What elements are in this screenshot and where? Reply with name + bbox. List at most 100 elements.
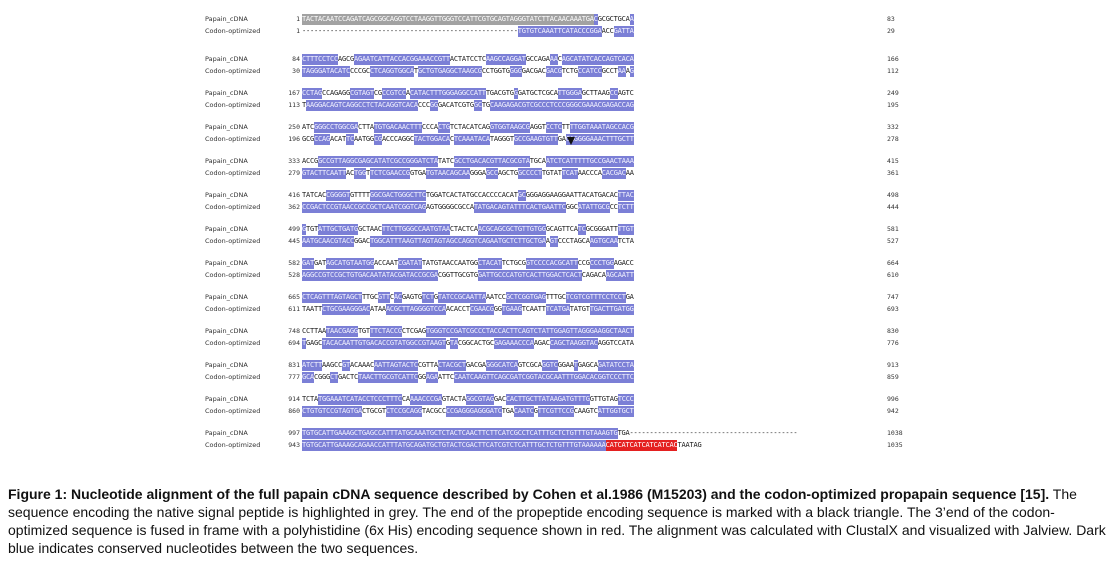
sequence-segment: CCTTAA — [302, 327, 326, 335]
cdna-row: Papain_cDNA 84 CTTTCCTCCAGCGAGAATCATTACCAC… — [205, 54, 905, 65]
sequence-segment: AGTCA — [605, 54, 626, 65]
sequence-segment: ATGG — [357, 258, 374, 269]
sequence-segment: GC — [497, 224, 506, 235]
sequence-segment: AGCT — [345, 292, 362, 303]
sequence-segment: CTTC — [409, 190, 426, 201]
sequence-segment: CGCGA — [417, 270, 438, 281]
sequence-segment: CTCA — [461, 225, 478, 233]
sequence-segment: TT — [537, 406, 546, 417]
sequence-segment: CCCTC — [537, 100, 558, 111]
sequence-segment: CACTGC — [469, 339, 494, 347]
sequence-segment: CGATAT — [397, 258, 422, 269]
sequence-segment: TCTA — [302, 395, 318, 403]
sequence-segment: G — [513, 134, 518, 145]
sequence-segment: AGAC — [533, 339, 550, 347]
alignment-figure: Papain_cDNA 1 TACTACAATCCAGATCAGCGGCAGGTCC… — [205, 14, 905, 466]
sequence-segment: CTTAGG — [397, 304, 422, 315]
sequence-segment: G — [429, 100, 434, 111]
sequence-segment: CCA — [321, 89, 334, 97]
sequence-segment: G — [509, 54, 514, 65]
end-position: 693 — [887, 305, 899, 313]
sequence-segment: T — [613, 134, 618, 145]
sequence-segment: GAAG — [589, 326, 606, 337]
sequence-segment: TATGAC — [473, 202, 498, 213]
sequence-segment: T — [425, 134, 430, 145]
end-position: 249 — [887, 89, 899, 97]
sequence-segment: TATC — [437, 157, 454, 165]
sequence-segment: CA — [401, 395, 410, 403]
sequence-segment: GAT — [477, 270, 490, 281]
sequence-segment: TAC — [353, 394, 366, 405]
sequence-segment: TTGG — [569, 122, 586, 133]
sequence-segment: GTT — [589, 395, 602, 403]
sequence-segment: TTTGC — [545, 293, 566, 301]
sequence-name: Codon-optimized — [205, 237, 261, 245]
sequence-segment: CCATGT — [501, 270, 526, 281]
sequence-segment: CG — [333, 304, 342, 315]
sequence-segment: GGGA — [469, 169, 486, 177]
sequence-segment: TG — [501, 407, 510, 415]
sequence-segment: CGTAGT — [349, 88, 374, 99]
caption-title: Figure 1: Nucleotide alignment of the fu… — [8, 486, 1017, 502]
sequence-segment: TGT — [357, 327, 370, 335]
sequence-segment: CTCGAG — [401, 327, 426, 335]
sequence-segment: TGA — [557, 304, 570, 315]
signal-peptide-segment: TGGGTC — [437, 14, 462, 25]
sequence-segment: AC — [417, 134, 426, 145]
sequence-segment: G — [417, 66, 422, 77]
sequence-segment: TTTAGT — [321, 292, 346, 303]
end-position: 859 — [887, 373, 899, 381]
alignment-block: Papain_cDNA 748 CCTTAATAACGAGGTGTTTCTACCGC… — [205, 326, 905, 352]
sequence-segment: A — [557, 372, 562, 383]
signal-peptide-segment: GT — [429, 14, 438, 25]
sequence-segment: CT — [533, 270, 542, 281]
sequence-segment: GGTC — [541, 360, 558, 371]
sequence-segment: G — [445, 339, 450, 347]
sequence-segment: GCAG — [545, 225, 562, 233]
cdna-row: Papain_cDNA 167 CCTAGCCAGAGGCGTAGTCGCCGTCC… — [205, 88, 905, 99]
signal-peptide-segment: TACTAC — [302, 14, 326, 25]
sequence-segment: G — [353, 100, 358, 111]
sequence-track: CTTTCCTCCAGCGAGAATCATTACCACGGAAACCGTTACT… — [302, 54, 882, 65]
sequence-segment: TAC — [405, 270, 418, 281]
sequence-segment: TTCA — [561, 225, 578, 233]
codon-optimized-row: Codon-optimized 196 GCGCCAGACATTCAATGGCGAC… — [205, 134, 905, 145]
sequence-segment: TCTCG — [369, 168, 390, 179]
sequence-segment: A — [629, 360, 634, 371]
sequence-segment: GCCG — [317, 156, 334, 167]
sequence-segment: C — [629, 372, 634, 383]
sequence-segment: CA — [625, 54, 634, 65]
sequence-segment: AGTC — [329, 100, 346, 111]
sequence-segment: GAT — [513, 54, 526, 65]
codon-optimized-row: Codon-optimized 362 CCGACTCCGTAACCGCCGCTCA… — [205, 202, 905, 213]
sequence-segment: GA — [557, 135, 566, 143]
sequence-segment: TT — [569, 258, 578, 269]
end-position: 498 — [887, 191, 899, 199]
sequence-segment: CCTC — [545, 122, 562, 133]
sequence-segment: ACG — [549, 258, 562, 269]
sequence-segment: GA — [365, 338, 374, 349]
codon-optimized-row: Codon-optimized 694 TGAGCTACACAATTGTGACACC… — [205, 338, 905, 349]
sequence-segment: G — [545, 134, 550, 145]
sequence-segment: CTG — [437, 122, 450, 133]
sequence-segment: TGGCGA — [333, 122, 358, 133]
signal-peptide-segment: GGT — [393, 14, 406, 25]
end-position: 278 — [887, 135, 899, 143]
sequence-segment: TC — [345, 134, 354, 145]
sequence-segment: G — [513, 88, 518, 99]
sequence-segment: T — [302, 101, 306, 109]
sequence-segment: TTATA — [533, 394, 554, 405]
sequence-segment: AA — [617, 66, 626, 77]
start-position: 582 — [288, 259, 300, 267]
sequence-segment: TGTGCATTGAAAGCAGAACCATTTATGCAGATGCTGTACT… — [302, 440, 606, 451]
sequence-segment: GGG — [509, 66, 522, 77]
sequence-segment: GGACA — [429, 134, 450, 145]
sequence-segment: GT — [581, 338, 590, 349]
cdna-row: Papain_cDNA 665 CTCAGTTTAGTAGCTTTGCGTTCACG… — [205, 292, 905, 303]
sequence-segment: AG — [553, 191, 562, 199]
sequence-segment: TACATC — [325, 66, 350, 77]
sequence-segment: AA — [549, 54, 558, 65]
sequence-segment: GTCAAA — [529, 26, 554, 37]
sequence-segment: TCCCTT — [605, 372, 630, 383]
sequence-segment: GCTT — [617, 134, 634, 145]
